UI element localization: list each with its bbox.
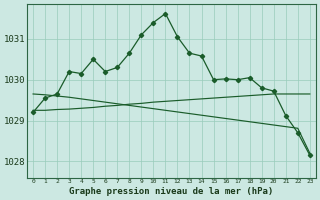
X-axis label: Graphe pression niveau de la mer (hPa): Graphe pression niveau de la mer (hPa)	[69, 187, 274, 196]
